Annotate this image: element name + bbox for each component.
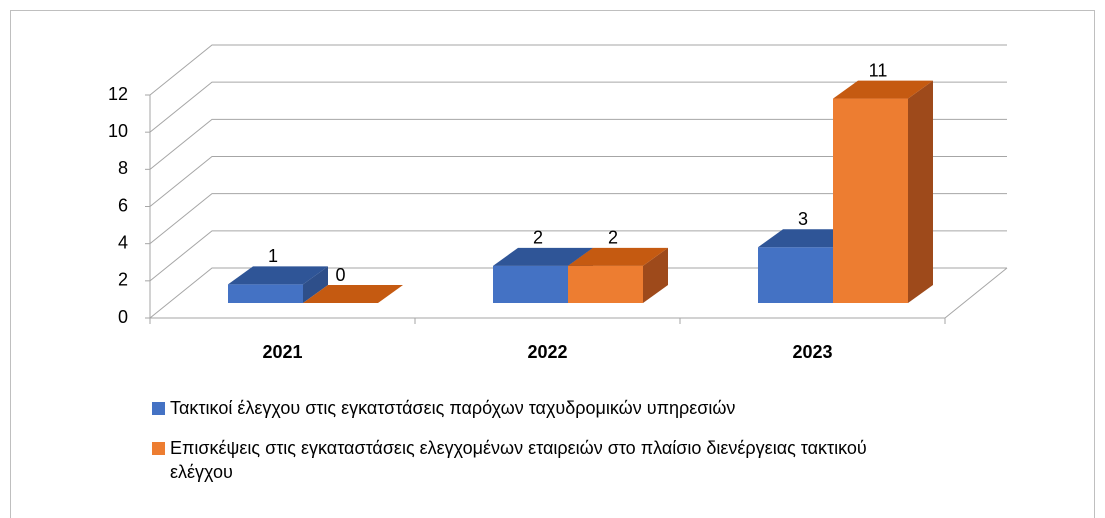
x-tick-label: 2023 bbox=[792, 342, 832, 362]
data-label: 0 bbox=[335, 265, 345, 285]
bar bbox=[833, 98, 908, 303]
y-tick-label: 2 bbox=[118, 270, 128, 290]
grid-line bbox=[149, 156, 1007, 207]
legend-item: Τακτικοί έλεγχου στις εγκατστάσεις παρόχ… bbox=[152, 396, 912, 420]
bar bbox=[568, 265, 643, 303]
chart-border bbox=[10, 10, 1095, 518]
bar bbox=[228, 284, 303, 303]
legend-swatch bbox=[152, 442, 165, 455]
bar-side bbox=[303, 266, 328, 303]
y-tick-label: 12 bbox=[108, 84, 128, 104]
data-label: 1 bbox=[268, 246, 278, 266]
y-tick-label: 0 bbox=[118, 307, 128, 327]
bar-top bbox=[568, 247, 668, 266]
bar-top bbox=[228, 266, 328, 285]
data-label: 2 bbox=[533, 228, 543, 248]
legend-swatch bbox=[152, 402, 165, 415]
bar-side bbox=[908, 80, 933, 303]
bar bbox=[493, 265, 568, 303]
bar-side bbox=[643, 247, 668, 303]
grid-line bbox=[149, 118, 1007, 170]
y-tick-label: 6 bbox=[118, 195, 128, 215]
grid-line bbox=[149, 44, 1007, 96]
legend-label: Τακτικοί έλεγχου στις εγκατστάσεις παρόχ… bbox=[170, 398, 736, 418]
grid-line bbox=[149, 267, 1007, 319]
data-label: 2 bbox=[608, 228, 618, 248]
x-tick-label: 2021 bbox=[262, 342, 302, 362]
data-label: 11 bbox=[869, 60, 888, 80]
bar-top bbox=[833, 80, 933, 99]
data-label: 3 bbox=[798, 209, 808, 229]
bar-top bbox=[303, 285, 403, 303]
legend-item: Επισκέψεις στις εγκαταστάσεις ελεγχομένω… bbox=[152, 436, 912, 484]
bar bbox=[758, 247, 833, 303]
y-tick-label: 4 bbox=[118, 232, 128, 252]
grid-line bbox=[149, 193, 1007, 245]
grid-line bbox=[149, 81, 1007, 133]
bar-top bbox=[493, 247, 593, 266]
x-tick-label: 2022 bbox=[527, 342, 567, 362]
y-tick-label: 8 bbox=[118, 158, 128, 178]
y-tick-label: 10 bbox=[108, 121, 128, 141]
legend-label: Επισκέψεις στις εγκαταστάσεις ελεγχομένω… bbox=[170, 438, 867, 482]
grid-line bbox=[149, 230, 1007, 282]
